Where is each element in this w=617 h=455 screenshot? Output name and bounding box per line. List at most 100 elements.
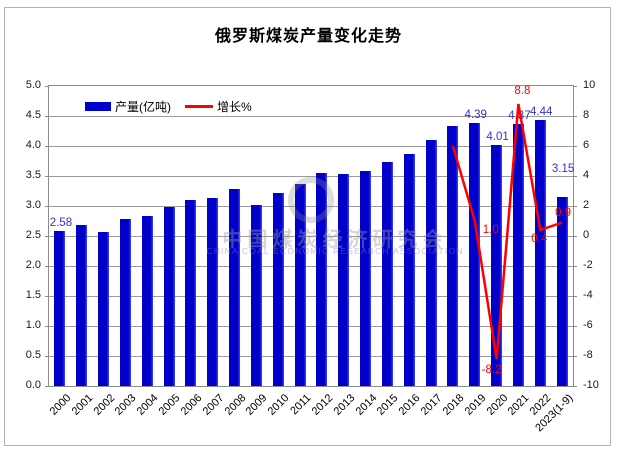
right-axis-tick-label: -2 [583, 259, 593, 271]
bar [469, 122, 481, 386]
left-axis-tick [45, 146, 49, 147]
legend-item-growth: 增长% [185, 98, 252, 115]
left-axis-tick-label: 2.0 [25, 259, 41, 271]
gridline [49, 355, 573, 357]
right-axis-tick [573, 86, 577, 87]
left-axis-tick-label: 4.0 [25, 139, 41, 151]
left-axis-tick [45, 296, 49, 297]
bar [425, 140, 437, 386]
gridline [49, 115, 573, 117]
left-axis-tick-label: 0.0 [25, 379, 41, 391]
bar [141, 216, 153, 386]
bar-value-label: 3.15 [551, 163, 575, 175]
bar-value-label: 2.58 [49, 217, 73, 230]
left-axis-tick-label: 4.5 [25, 109, 41, 121]
bar [512, 123, 524, 386]
bar-value-label: 4.44 [530, 105, 553, 118]
right-axis-tick [573, 146, 577, 147]
growth-line-layer [451, 103, 563, 360]
left-axis-tick-label: 3.5 [25, 169, 41, 181]
right-axis-tick-label: -8 [583, 349, 593, 361]
gridline [49, 175, 573, 177]
right-axis-tick-label: -10 [583, 379, 599, 391]
bar [316, 173, 328, 386]
right-axis-tick [573, 236, 577, 237]
right-axis-tick [573, 266, 577, 267]
bar [272, 192, 284, 386]
gridline [49, 325, 573, 327]
left-axis-tick-label: 1.5 [25, 289, 41, 301]
bar [207, 197, 219, 386]
gridline [49, 145, 573, 147]
chart-legend: 产量(亿吨) 增长% [85, 98, 252, 115]
right-axis-tick [573, 326, 577, 327]
left-axis-tick [45, 236, 49, 237]
right-axis-tick-label: -4 [583, 289, 593, 301]
bar-series-swatch-icon [85, 102, 111, 111]
right-axis-tick-label: 2 [583, 199, 590, 211]
gridline [49, 205, 573, 207]
bar [185, 200, 197, 386]
legend-label-production: 产量(亿吨) [115, 100, 171, 114]
bar [381, 162, 393, 386]
bar [250, 205, 262, 386]
right-axis-tick-label: -6 [583, 319, 593, 331]
left-axis-tick-label: 5.0 [25, 79, 41, 91]
bar [534, 119, 546, 386]
chart-title: 俄罗斯煤炭产量变化走势 [214, 28, 402, 45]
chart-outer-border [4, 7, 611, 446]
left-axis-tick [45, 356, 49, 357]
bar [556, 197, 568, 386]
legend-item-production: 产量(亿吨) [85, 98, 171, 115]
right-axis-tick-label: 4 [583, 169, 590, 181]
bar [54, 231, 66, 386]
right-axis-tick-label: 8 [583, 109, 590, 121]
bar [76, 224, 88, 386]
bar [229, 189, 241, 386]
left-axis-tick [45, 266, 49, 267]
gridline [49, 235, 573, 237]
bar-value-label: 4.01 [486, 131, 509, 144]
right-axis-tick [573, 386, 577, 387]
line-value-label: 0.4 [531, 233, 548, 245]
left-axis-tick [45, 86, 49, 87]
left-axis-tick [45, 176, 49, 177]
right-axis-tick-label: 0 [583, 229, 590, 241]
bar [98, 232, 110, 386]
right-axis-tick [573, 116, 577, 117]
bar [447, 126, 459, 386]
gridline [49, 295, 573, 297]
gridline [49, 265, 573, 267]
line-value-label: 8.8 [514, 85, 531, 97]
bar-value-label: 4.39 [464, 108, 487, 121]
bar [491, 145, 503, 386]
left-axis-tick-label: 2.5 [25, 229, 41, 241]
line-value-label: 1.0 [482, 224, 499, 236]
right-axis-tick-label: 10 [583, 79, 596, 91]
right-axis-tick [573, 176, 577, 177]
left-axis-tick [45, 116, 49, 117]
bar [294, 184, 306, 386]
right-axis-tick [573, 356, 577, 357]
left-axis-tick [45, 206, 49, 207]
right-axis-tick [573, 296, 577, 297]
left-axis-tick [45, 326, 49, 327]
left-axis-tick-label: 0.5 [25, 349, 41, 361]
line-series-swatch-icon [185, 105, 213, 108]
line-value-label: -8.2 [481, 364, 502, 376]
left-axis-tick [45, 386, 49, 387]
bar [403, 153, 415, 386]
line-value-label: 0.9 [555, 206, 572, 219]
left-axis-tick-label: 3.0 [25, 199, 41, 211]
bar [119, 219, 131, 386]
growth-line [451, 103, 563, 360]
bar [163, 206, 175, 386]
plot-area: 产量(亿吨) 增长% 5.0 10 4.5 8 4.0 6 3.5 4 3.0 2 2.5 0 2.0 -… [26, 79, 599, 434]
legend-label-growth: 增长% [217, 100, 252, 114]
right-axis-tick-label: 6 [583, 139, 590, 151]
bar [338, 174, 350, 386]
left-axis-tick-label: 1.0 [25, 319, 41, 331]
right-axis-tick [573, 206, 577, 207]
bar [360, 171, 372, 386]
